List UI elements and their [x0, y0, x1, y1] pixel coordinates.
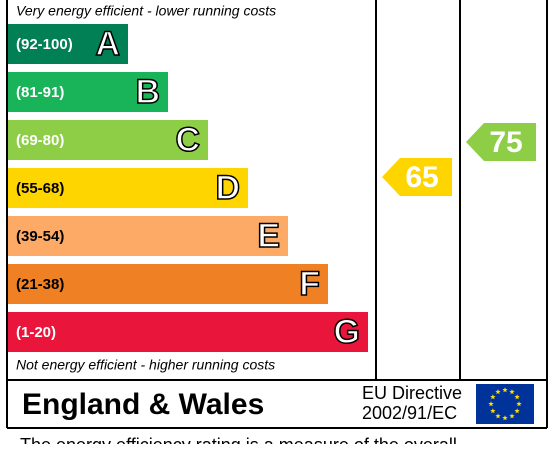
band-letter: G [334, 313, 360, 351]
eu-stars [488, 387, 522, 421]
band-range: (55-68) [16, 180, 64, 197]
band-letter: A [95, 25, 120, 63]
rating-arrow [382, 158, 452, 196]
star [509, 413, 515, 419]
star [514, 394, 520, 400]
directive: EU Directive [362, 383, 462, 403]
band [8, 72, 168, 112]
star [502, 415, 508, 421]
star [502, 387, 508, 393]
band-letter: D [215, 169, 240, 207]
star [514, 408, 520, 414]
rating-arrow [466, 123, 536, 161]
band-range: (39-54) [16, 228, 64, 245]
band [8, 312, 368, 352]
band [8, 264, 328, 304]
rating-value: 65 [405, 161, 438, 194]
star [488, 401, 494, 407]
band-letter: B [135, 73, 160, 111]
band-range: (69-80) [16, 132, 64, 149]
directive: 2002/91/EC [362, 403, 457, 423]
band-range: (21-38) [16, 276, 64, 293]
bottom-note: Not energy efficient - higher running co… [16, 357, 275, 373]
band [8, 216, 288, 256]
band-range: (92-100) [16, 36, 73, 53]
band-range: (81-91) [16, 84, 64, 101]
top-note: Very energy efficient - lower running co… [16, 3, 276, 19]
band-letter: F [299, 265, 320, 303]
band-range: (1-20) [16, 324, 56, 341]
star [490, 394, 496, 400]
band-letter: E [257, 217, 280, 255]
band [8, 168, 248, 208]
arrows: 65 75 [382, 123, 536, 196]
star [516, 401, 522, 407]
band [8, 24, 128, 64]
star [490, 408, 496, 414]
rating-value: 75 [489, 126, 522, 159]
region: England & Wales [22, 388, 264, 421]
star [509, 389, 515, 395]
bands: (92-100) A (81-91) B (69-80) C (55-68) D (39-54)… [8, 24, 368, 352]
band [8, 120, 208, 160]
star [495, 389, 501, 395]
frame [6, 0, 548, 429]
caption: The energy efficiency rating is a measur… [20, 435, 457, 444]
star [495, 413, 501, 419]
band-letter: C [175, 121, 200, 159]
